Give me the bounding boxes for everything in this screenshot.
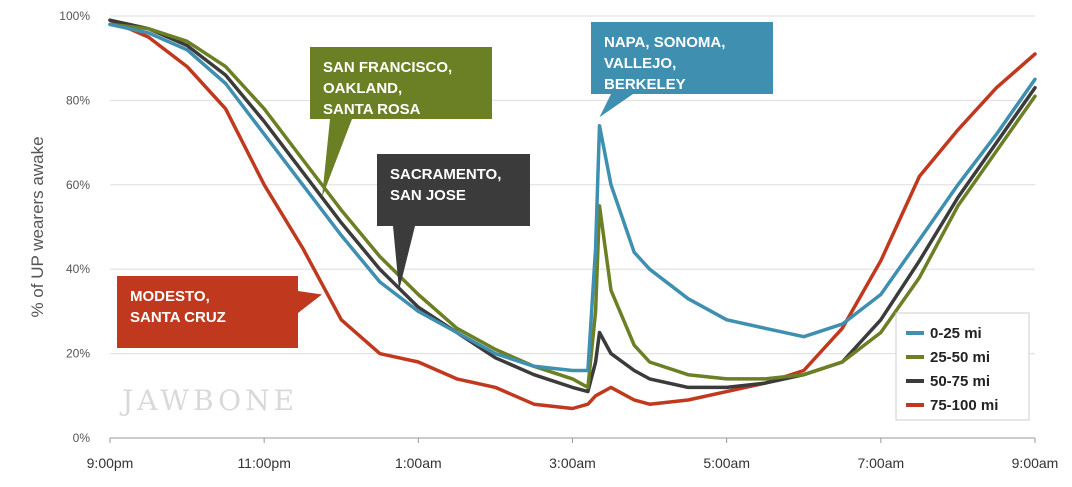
callout-label: SAN FRANCISCO, [323, 59, 452, 76]
legend-label: 75-100 mi [930, 397, 998, 414]
x-tick-label: 11:00pm [237, 455, 290, 471]
legend-label: 0-25 mi [930, 325, 982, 342]
legend-box [895, 312, 1030, 421]
callout-label: SANTA CRUZ [130, 309, 226, 326]
callout: NAPA, SONOMA, VALLEJO, BERKELEY [591, 22, 773, 118]
callout-label: OAKLAND, [323, 80, 402, 97]
callout-pointer [393, 226, 415, 291]
x-tick-label: 1:00am [395, 455, 442, 471]
series-lines [108, 18, 1037, 411]
callout-label: SACRAMENTO, [390, 166, 501, 183]
y-tick-label: 80% [66, 93, 90, 107]
y-tick-label: 60% [66, 178, 90, 192]
y-axis-ticks: 0% 20% 40% 60% 80% 100% [59, 9, 90, 445]
callout: MODESTO, SANTA CRUZ [117, 276, 322, 348]
x-tick-label: 7:00am [857, 455, 904, 471]
callout-label: NAPA, SONOMA, [604, 34, 725, 51]
series-line-25-50-mi [108, 22, 1037, 390]
callout-label: VALLEJO, [604, 55, 676, 72]
x-tick-label: 3:00am [549, 455, 596, 471]
series-line-50-75-mi [108, 18, 1037, 394]
callout-label: SANTA ROSA [323, 101, 421, 118]
callout-label: SAN JOSE [390, 187, 466, 204]
x-axis-ticks: 9:00pm 11:00pm 1:00am 3:00am 5:00am 7:00am 9:0… [87, 438, 1059, 471]
legend-label: 50-75 mi [930, 373, 990, 390]
y-tick-label: 100% [59, 9, 90, 23]
legend-label: 25-50 mi [930, 349, 990, 366]
y-tick-label: 0% [73, 431, 91, 445]
callout-pointer [599, 94, 633, 118]
series-line-0-25-mi [108, 22, 1037, 373]
callout: SAN FRANCISCO, OAKLAND, SANTA ROSA [310, 47, 492, 198]
y-tick-label: 40% [66, 262, 90, 276]
legend: 0-25 mi 25-50 mi 50-75 mi 75-100 mi [895, 312, 1030, 421]
callout-label: MODESTO, [130, 288, 210, 305]
x-tick-label: 9:00pm [87, 455, 134, 471]
callout: SACRAMENTO, SAN JOSE [377, 154, 530, 291]
callouts: SAN FRANCISCO, OAKLAND, SANTA ROSA SACRAMEN… [117, 22, 773, 348]
callout-box [377, 154, 530, 226]
callout-box [117, 276, 298, 348]
callout-box [591, 22, 773, 94]
callout-pointer [298, 291, 322, 313]
x-tick-label: 9:00am [1012, 455, 1059, 471]
callout-label: BERKELEY [604, 76, 686, 93]
series-line-75-100-mi [108, 18, 1037, 411]
y-axis-label: % of UP wearers awake [28, 136, 47, 317]
callout-pointer [321, 119, 352, 198]
jawbone-watermark: JAWBONE [119, 384, 298, 417]
x-tick-label: 5:00am [703, 455, 750, 471]
y-tick-label: 20% [66, 347, 90, 361]
callout-box [310, 47, 492, 119]
